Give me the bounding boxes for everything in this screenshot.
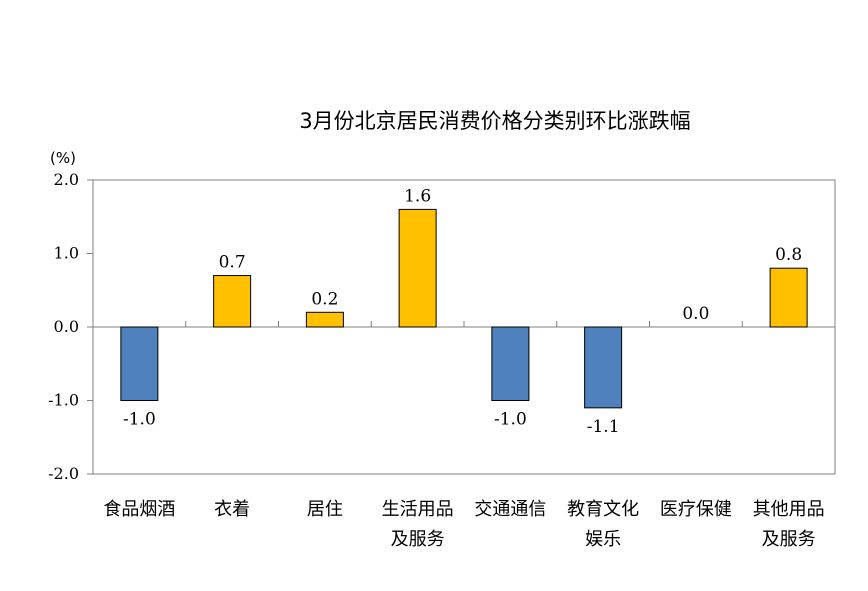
data-label: 1.6 (404, 186, 431, 206)
data-label: -1.1 (587, 417, 620, 437)
bar (120, 326, 159, 401)
category-label: 交通通信 (474, 499, 546, 520)
y-tick-label: 1.0 (54, 244, 79, 263)
bar (584, 326, 623, 409)
bar-series (120, 208, 808, 409)
bar (491, 326, 530, 401)
data-label: 0.8 (775, 245, 802, 265)
category-label: 居住 (307, 499, 343, 520)
bar (398, 208, 437, 328)
category-label: 其他用品 (753, 499, 825, 520)
category-label: 医疗保健 (660, 499, 732, 520)
category-label: 教育文化 (567, 499, 639, 520)
data-labels: -1.0 0.7 0.2 1.6 -1.0 -1.1 0.0 0.8 (123, 186, 802, 436)
y-tick-label: -1.0 (48, 391, 79, 410)
category-label: 食品烟酒 (103, 499, 175, 520)
category-label: 衣着 (214, 499, 250, 520)
data-label: 0.7 (219, 253, 246, 273)
chart-title: 3月份北京居民消费价格分类别环比涨跌幅 (299, 109, 690, 133)
bar (213, 275, 252, 328)
data-label: -1.0 (494, 410, 527, 430)
category-label: 娱乐 (585, 529, 621, 550)
y-axis-unit-label: (%) (50, 149, 76, 167)
y-axis: 2.0 1.0 0.0 -1.0 -2.0 (48, 170, 743, 483)
y-tick-label: 2.0 (54, 170, 79, 189)
category-label: 及服务 (391, 529, 445, 550)
data-label: 0.0 (682, 304, 709, 324)
y-tick-label: 0.0 (54, 317, 79, 336)
bar (769, 267, 808, 328)
category-label: 生活用品 (382, 499, 454, 520)
data-label: -1.0 (123, 410, 156, 430)
y-tick-label: -2.0 (48, 464, 79, 483)
category-label: 及服务 (762, 529, 816, 550)
bar (305, 311, 344, 328)
data-label: 0.2 (311, 289, 338, 309)
